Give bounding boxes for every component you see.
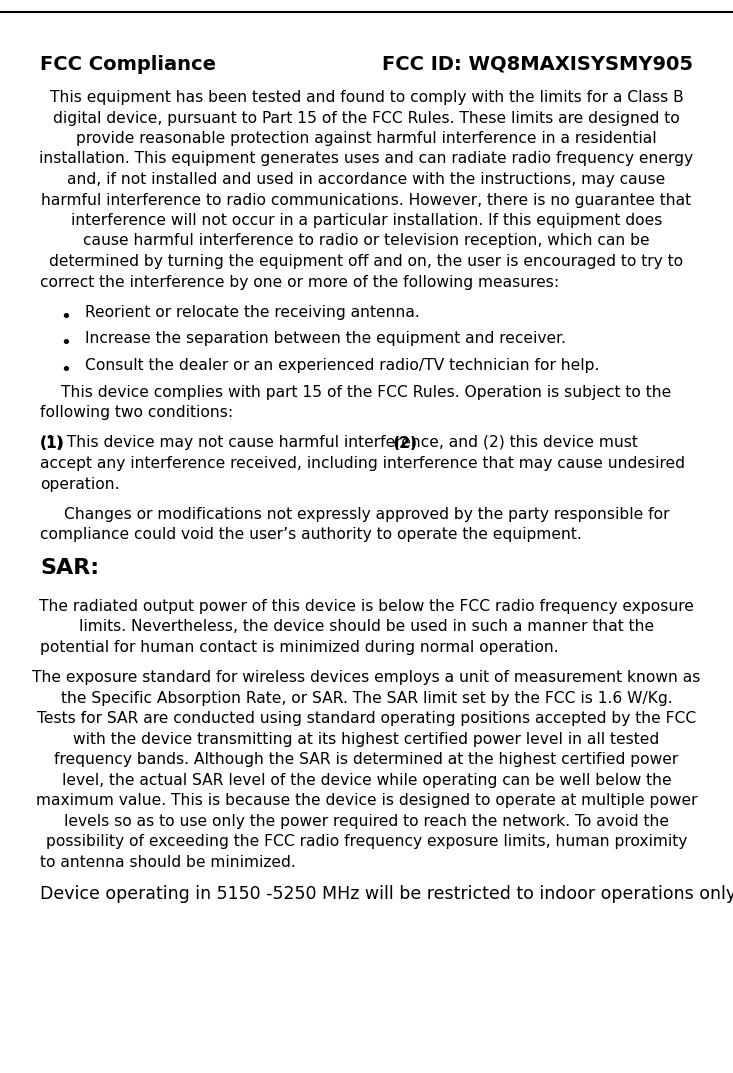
Text: operation.: operation. [40,476,119,491]
Text: Changes or modifications not expressly approved by the party responsible for: Changes or modifications not expressly a… [64,508,669,521]
Text: cause harmful interference to radio or television reception, which can be: cause harmful interference to radio or t… [83,234,650,249]
Text: digital device, pursuant to Part 15 of the FCC Rules. These limits are designed : digital device, pursuant to Part 15 of t… [53,111,680,126]
Text: (1) This device may not cause harmful interference, and (2) this device must: (1) This device may not cause harmful in… [40,436,638,451]
Text: (2): (2) [393,436,418,451]
Text: compliance could void the user’s authority to operate the equipment.: compliance could void the user’s authori… [40,528,582,543]
Text: Consult the dealer or an experienced radio/TV technician for help.: Consult the dealer or an experienced rad… [85,358,600,373]
Text: (1): (1) [40,436,65,451]
Text: harmful interference to radio communications. However, there is no guarantee tha: harmful interference to radio communicat… [42,192,691,207]
Text: •: • [60,361,71,379]
Text: possibility of exceeding the FCC radio frequency exposure limits, human proximit: possibility of exceeding the FCC radio f… [45,834,688,849]
Text: SAR:: SAR: [40,558,99,578]
Text: interference will not occur in a particular installation. If this equipment does: interference will not occur in a particu… [71,214,662,227]
Text: installation. This equipment generates uses and can radiate radio frequency ener: installation. This equipment generates u… [40,151,693,166]
Text: determined by turning the equipment off and on, the user is encouraged to try to: determined by turning the equipment off … [49,254,684,269]
Text: FCC Compliance: FCC Compliance [40,55,216,74]
Text: Device operating in 5150 -5250 MHz will be restricted to indoor operations only.: Device operating in 5150 -5250 MHz will … [40,885,733,903]
Text: the Specific Absorption Rate, or SAR. The SAR limit set by the FCC is 1.6 W/Kg.: the Specific Absorption Rate, or SAR. Th… [61,691,672,706]
Text: accept any interference received, including interference that may cause undesire: accept any interference received, includ… [40,456,685,471]
Text: The radiated output power of this device is below the FCC radio frequency exposu: The radiated output power of this device… [39,599,694,614]
Text: correct the interference by one or more of the following measures:: correct the interference by one or more … [40,275,559,290]
Text: following two conditions:: following two conditions: [40,405,233,420]
Text: Reorient or relocate the receiving antenna.: Reorient or relocate the receiving anten… [85,305,420,320]
Text: and, if not installed and used in accordance with the instructions, may cause: and, if not installed and used in accord… [67,172,666,187]
Text: frequency bands. Although the SAR is determined at the highest certified power: frequency bands. Although the SAR is det… [54,752,679,767]
Text: limits. Nevertheless, the device should be used in such a manner that the: limits. Nevertheless, the device should … [79,619,654,634]
Text: •: • [60,335,71,353]
Text: Tests for SAR are conducted using standard operating positions accepted by the F: Tests for SAR are conducted using standa… [37,711,696,726]
Text: with the device transmitting at its highest certified power level in all tested: with the device transmitting at its high… [73,732,660,747]
Text: Increase the separation between the equipment and receiver.: Increase the separation between the equi… [85,332,566,347]
Text: FCC ID: WQ8MAXISYSMY905: FCC ID: WQ8MAXISYSMY905 [382,55,693,74]
Text: This equipment has been tested and found to comply with the limits for a Class B: This equipment has been tested and found… [50,90,683,105]
Text: levels so as to use only the power required to reach the network. To avoid the: levels so as to use only the power requi… [64,813,669,828]
Text: potential for human contact is minimized during normal operation.: potential for human contact is minimized… [40,640,559,655]
Text: This device complies with part 15 of the FCC Rules. Operation is subject to the: This device complies with part 15 of the… [62,384,671,399]
Text: The exposure standard for wireless devices employs a unit of measurement known a: The exposure standard for wireless devic… [32,671,701,686]
Text: •: • [60,308,71,326]
Text: maximum value. This is because the device is designed to operate at multiple pow: maximum value. This is because the devic… [36,793,697,808]
Text: provide reasonable protection against harmful interference in a residential: provide reasonable protection against ha… [76,131,657,146]
Text: level, the actual SAR level of the device while operating can be well below the: level, the actual SAR level of the devic… [62,773,671,788]
Text: to antenna should be minimized.: to antenna should be minimized. [40,855,295,870]
